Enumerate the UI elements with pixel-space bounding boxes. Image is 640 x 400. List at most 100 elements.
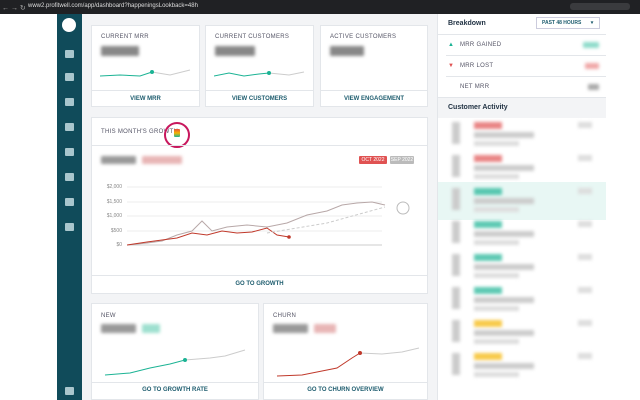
activity-row[interactable]	[438, 351, 606, 381]
card: NEW GO TO GROWTH RATE	[91, 303, 259, 400]
card-title: CURRENT MRR	[101, 34, 149, 40]
row-label: MRR LOST	[460, 63, 494, 69]
event-text	[474, 207, 519, 212]
activity-row[interactable]	[438, 120, 606, 150]
event-tag	[474, 122, 502, 129]
value	[101, 156, 136, 164]
nav-icon[interactable]	[65, 123, 74, 131]
link[interactable]: GO TO CHURN OVERVIEW	[307, 387, 384, 393]
link[interactable]: VIEW MRR	[130, 96, 161, 102]
avatar	[452, 353, 460, 375]
event-time	[578, 155, 592, 161]
value	[314, 324, 336, 333]
event-text	[474, 273, 519, 278]
divider	[264, 382, 427, 383]
value	[273, 324, 308, 333]
nav-icon[interactable]	[65, 98, 74, 106]
nav-icon[interactable]	[65, 173, 74, 181]
up-arrow: ▲	[448, 42, 454, 48]
event-text	[474, 372, 519, 377]
event-text	[474, 297, 534, 303]
activity-row[interactable]	[438, 318, 606, 348]
event-tag	[474, 221, 502, 228]
event-text	[474, 174, 519, 179]
y-tick-label: $1,000	[106, 213, 122, 219]
panel-title: Breakdown	[448, 20, 486, 27]
browser-icons	[570, 3, 630, 10]
growth-card: THIS MONTH'S GROWTH OCT 2022 SEP 2022 $2…	[91, 117, 428, 294]
event-text	[474, 306, 519, 311]
url[interactable]: www2.profitwell.com/app/dashboard?happen…	[28, 3, 198, 9]
nav-icon[interactable]	[65, 73, 74, 81]
card-title: CHURN	[273, 313, 297, 319]
chat-icon[interactable]	[65, 387, 74, 395]
card-title: ACTIVE CUSTOMERS	[330, 34, 397, 40]
legend-badge: SEP 2022	[390, 156, 414, 164]
link[interactable]: GO TO GROWTH RATE	[142, 387, 208, 393]
activity-row[interactable]	[438, 186, 606, 216]
activity-row[interactable]	[438, 153, 606, 183]
y-tick-label: $2,000	[106, 184, 122, 190]
activity-row[interactable]	[438, 252, 606, 282]
value	[330, 46, 364, 56]
event-text	[474, 165, 534, 171]
panel-title: Customer Activity	[448, 104, 508, 111]
activity-row[interactable]	[438, 219, 606, 249]
value	[215, 46, 255, 56]
nav-icon[interactable]	[65, 198, 74, 206]
divider	[92, 90, 199, 91]
sparkline	[214, 71, 305, 77]
card: CURRENT MRR VIEW MRR	[91, 25, 200, 107]
app-icon[interactable]	[174, 129, 180, 137]
event-time	[578, 320, 592, 326]
divider	[446, 76, 606, 77]
caret: ▾	[590, 20, 594, 26]
link[interactable]: VIEW CUSTOMERS	[231, 96, 288, 102]
value	[585, 63, 599, 69]
divider	[92, 382, 258, 383]
sparkline	[100, 69, 191, 77]
card: CURRENT CUSTOMERS VIEW CUSTOMERS	[205, 25, 314, 107]
activity-row[interactable]	[438, 285, 606, 315]
event-text	[474, 330, 534, 336]
event-text	[474, 132, 534, 138]
avatar	[452, 254, 460, 276]
value	[142, 324, 160, 333]
period-dropdown[interactable]: PAST 48 HOURS ▾	[536, 17, 600, 29]
divider	[92, 145, 427, 146]
divider	[92, 275, 427, 276]
event-text	[474, 363, 534, 369]
event-time	[578, 188, 592, 194]
link[interactable]: VIEW ENGAGEMENT	[343, 96, 404, 102]
link[interactable]: GO TO GROWTH	[235, 281, 284, 287]
value	[583, 42, 599, 48]
event-tag	[474, 287, 502, 294]
event-time	[578, 254, 592, 260]
card: CHURN GO TO CHURN OVERVIEW	[263, 303, 428, 400]
sidebar	[57, 14, 82, 400]
row-label: NET MRR	[460, 84, 490, 90]
event-time	[578, 353, 592, 359]
value	[101, 324, 136, 333]
growth-chart	[127, 186, 410, 246]
sparkline	[276, 347, 420, 377]
event-time	[578, 122, 592, 128]
nav-icon[interactable]	[65, 50, 74, 58]
y-tick-label: $500	[110, 227, 122, 234]
logo[interactable]	[62, 18, 76, 32]
event-tag	[474, 188, 502, 195]
right-panel: Breakdown PAST 48 HOURS ▾ ▲ MRR GAINED ▼…	[437, 14, 606, 400]
event-text	[474, 240, 519, 245]
avatar	[452, 287, 460, 309]
nav-icon[interactable]	[65, 148, 74, 156]
divider	[321, 90, 427, 91]
nav-icon[interactable]	[65, 223, 74, 231]
y-tick-label: $1,500	[106, 198, 122, 205]
avatar	[452, 188, 460, 210]
y-tick-label: $0	[116, 242, 122, 248]
back-button[interactable]: ← → ↻	[2, 5, 26, 12]
card-title: CURRENT CUSTOMERS	[215, 34, 290, 40]
period-label: PAST 48 HOURS	[542, 20, 582, 26]
event-text	[474, 141, 519, 146]
